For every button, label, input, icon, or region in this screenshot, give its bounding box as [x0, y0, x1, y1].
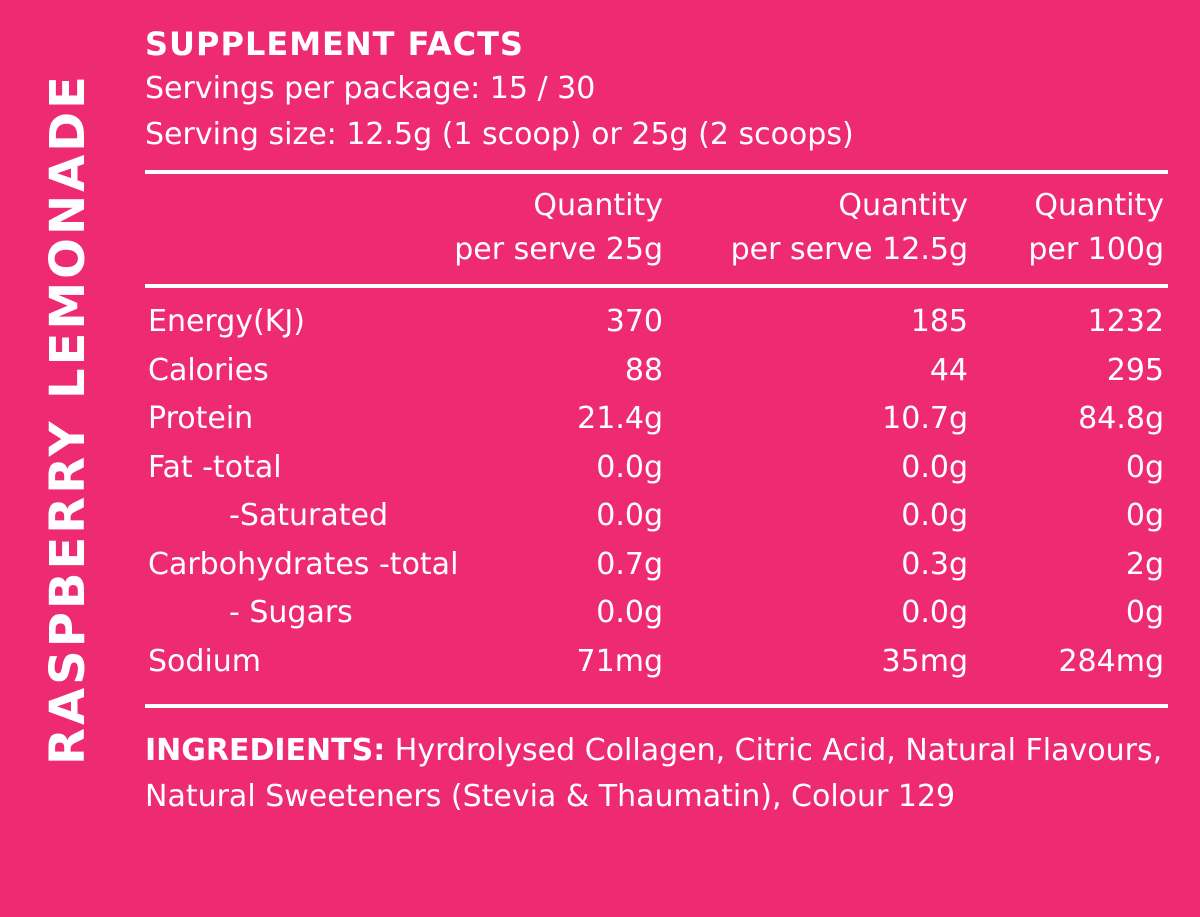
table-row: - Sugars 0.0g 0.0g 0g — [145, 589, 1168, 638]
ingredients-text: Hyrdrolysed Collagen, Citric Acid, Natur… — [145, 733, 1163, 814]
value-100g: 1232 — [1087, 304, 1164, 339]
product-name-text: RASPBERRY LEMONADE — [40, 73, 96, 765]
value-12-5g: 185 — [910, 304, 968, 339]
table-row: Calories 88 44 295 — [145, 347, 1168, 396]
value-100g: 2g — [1125, 546, 1164, 582]
table-row: Sodium 71mg 35mg 284mg — [145, 638, 1168, 687]
value-100g: 84.8g — [1078, 401, 1164, 436]
supplement-facts-panel: SUPPLEMENT FACTS Servings per package: 1… — [145, 22, 1168, 820]
column-header-line2: per 100g — [1028, 232, 1164, 267]
row-label: Carbohydrates -total — [148, 546, 459, 582]
value-25g: 88 — [624, 352, 663, 388]
value-12-5g: 0.0g — [901, 449, 968, 485]
value-25g: 21.4g — [577, 401, 663, 436]
value-100g: 295 — [1106, 352, 1164, 388]
column-header-line2: per serve 25g — [454, 232, 663, 267]
column-header-12-5g: Quantity per serve 12.5g — [731, 184, 968, 272]
row-label: Energy(KJ) — [148, 304, 305, 339]
value-12-5g: 0.3g — [901, 546, 968, 582]
column-header-line2: per serve 12.5g — [730, 232, 968, 267]
value-12-5g: 10.7g — [882, 401, 968, 436]
row-label: Calories — [148, 352, 269, 388]
column-header-line1: Quantity — [533, 188, 663, 223]
value-12-5g: 0.0g — [901, 498, 968, 533]
row-label: Protein — [148, 401, 254, 436]
table-row: Fat -total 0.0g 0.0g 0g — [145, 444, 1168, 493]
row-label: Sodium — [148, 643, 262, 679]
value-100g: 284mg — [1058, 643, 1164, 679]
row-label: -Saturated — [229, 498, 389, 533]
divider-bottom — [145, 704, 1168, 708]
row-label: - Sugars — [229, 595, 353, 630]
value-25g: 0.0g — [596, 498, 663, 533]
divider-top — [145, 170, 1168, 174]
product-name-vertical: RASPBERRY LEMONADE — [26, 24, 110, 814]
column-headers: Quantity per serve 25g Quantity per serv… — [145, 174, 1168, 284]
value-12-5g: 0.0g — [901, 595, 968, 630]
table-row: -Saturated 0.0g 0.0g 0g — [145, 492, 1168, 541]
value-100g: 0g — [1125, 449, 1164, 485]
value-100g: 0g — [1125, 595, 1164, 630]
ingredients-heading: INGREDIENTS: — [145, 733, 386, 768]
value-12-5g: 35mg — [881, 643, 968, 679]
nutrition-table: Energy(KJ) 370 185 1232 Calories 88 44 2… — [145, 298, 1168, 686]
table-row: Energy(KJ) 370 185 1232 — [145, 298, 1168, 347]
value-12-5g: 44 — [929, 352, 968, 388]
column-header-line1: Quantity — [1034, 188, 1164, 223]
servings-per-package: Servings per package: 15 / 30 — [145, 71, 596, 106]
column-header-100g: Quantity per 100g — [1028, 184, 1164, 272]
table-row: Carbohydrates -total 0.7g 0.3g 2g — [145, 541, 1168, 590]
facts-title: SUPPLEMENT FACTS — [145, 25, 524, 63]
value-25g: 0.0g — [596, 449, 663, 485]
table-row: Protein 21.4g 10.7g 84.8g — [145, 395, 1168, 444]
value-25g: 0.7g — [596, 546, 663, 582]
value-25g: 370 — [605, 304, 663, 339]
value-25g: 0.0g — [596, 595, 663, 630]
column-header-25g: Quantity per serve 25g — [454, 184, 663, 272]
serving-size: Serving size: 12.5g (1 scoop) or 25g (2 … — [145, 117, 854, 152]
value-25g: 71mg — [576, 643, 663, 679]
row-label: Fat -total — [148, 449, 282, 485]
divider-middle — [145, 284, 1168, 288]
column-header-line1: Quantity — [838, 188, 968, 223]
ingredients-block: INGREDIENTS: Hyrdrolysed Collagen, Citri… — [145, 728, 1168, 820]
value-100g: 0g — [1125, 498, 1164, 533]
